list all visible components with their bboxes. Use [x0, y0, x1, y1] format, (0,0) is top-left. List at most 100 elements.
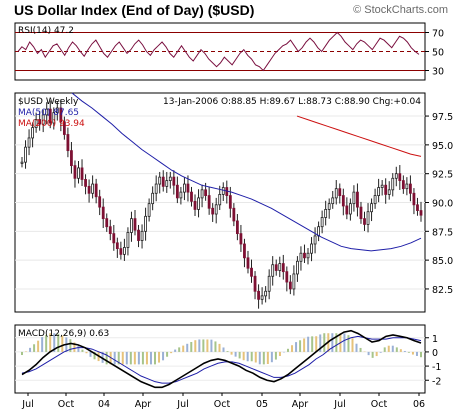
candle-body — [310, 243, 313, 254]
candle-body — [398, 173, 402, 181]
macd-ytick-label: 0 — [432, 348, 438, 359]
candle-body — [366, 211, 370, 225]
candle-body — [338, 188, 342, 196]
candle-body — [348, 203, 352, 215]
candle-body — [235, 220, 239, 235]
candle-body — [278, 263, 282, 271]
x-tick-label: Apr — [292, 399, 309, 410]
candle-body — [59, 107, 63, 123]
candle-body — [218, 194, 222, 206]
candle-body — [119, 248, 123, 255]
candle-body — [331, 197, 335, 205]
candle-body — [105, 218, 109, 228]
macd-line — [21, 329, 422, 389]
candle-body — [190, 191, 193, 202]
candle-body — [243, 243, 246, 259]
candle-body — [98, 196, 102, 208]
candle-body — [303, 252, 306, 259]
candle-body — [20, 161, 24, 164]
candle-body — [288, 281, 292, 290]
candle-body — [112, 233, 116, 244]
candle-body — [232, 207, 236, 222]
price-ytick-label: 90.0 — [432, 199, 453, 210]
macd-panel: 1 0 -1 -2 MACD(12,26,9) 0.63 — [14, 324, 441, 394]
candle-body — [264, 290, 268, 297]
rsi-label: RSI(14) 47.2 — [18, 26, 74, 36]
candle-body — [48, 108, 52, 124]
chart-background — [15, 23, 425, 413]
candle-body — [200, 189, 204, 199]
macd-ytick-label: 1 — [432, 334, 438, 345]
price-ytick-label: 97.5 — [432, 112, 453, 123]
price-panel: 97.595.092.590.087.585.082.5$USD WeeklyM… — [14, 92, 453, 313]
candle-body — [341, 195, 345, 207]
x-tick-label: Jul — [176, 399, 188, 410]
candle-body — [133, 218, 137, 231]
candle-body — [193, 200, 197, 210]
candle-body — [94, 183, 98, 198]
candle-body — [165, 180, 169, 187]
candle-body — [175, 184, 179, 199]
ma200-legend: MA(200) 93.94 — [18, 119, 85, 129]
candle-body — [271, 264, 275, 277]
candle-body — [384, 184, 388, 195]
candle-body — [419, 210, 423, 216]
macd-frame — [14, 324, 426, 394]
candle-body — [24, 146, 27, 163]
candle-body — [147, 203, 151, 217]
candle-body — [31, 127, 34, 139]
x-tick-label: Jul — [21, 399, 33, 410]
candle-body — [260, 295, 264, 300]
candle-body — [204, 189, 208, 196]
candle-body — [126, 232, 130, 248]
ma50-legend: MA(50) 87.65 — [18, 108, 79, 118]
ma200-line — [296, 115, 422, 157]
candle-body — [140, 230, 144, 241]
x-tick-label: Apr — [135, 399, 152, 410]
candle-body — [38, 119, 42, 125]
candle-body — [409, 183, 412, 194]
candle-body — [356, 191, 359, 208]
price-ytick-label: 95.0 — [432, 141, 453, 152]
rsi-ytick-label: 30 — [432, 67, 444, 78]
candle-body — [158, 176, 162, 185]
candle-body — [412, 192, 416, 206]
candle-body — [387, 189, 391, 195]
candle-body — [172, 176, 176, 186]
candle-body — [130, 218, 133, 233]
candle-body — [267, 275, 271, 292]
candle-body — [317, 226, 321, 237]
candle-body — [161, 176, 165, 187]
candle-body — [151, 192, 155, 205]
candle-body — [401, 180, 405, 190]
candle-body — [285, 271, 289, 283]
x-tick-label: Oct — [371, 399, 388, 410]
macd-ytick-label: -1 — [432, 362, 441, 373]
candle-body — [73, 165, 77, 179]
rsi-ytick-label: 70 — [432, 29, 444, 40]
candle-body — [239, 233, 243, 245]
candle-body — [80, 167, 84, 180]
candle-body — [373, 195, 377, 205]
candle-body — [168, 176, 172, 181]
candle-body — [281, 263, 285, 273]
candle-body — [66, 134, 70, 152]
x-tick-label: 06 — [413, 399, 425, 410]
candle-body — [250, 267, 253, 277]
candle-body — [416, 204, 419, 211]
candle-body — [327, 203, 331, 210]
candle-body — [363, 218, 366, 225]
candle-body — [380, 184, 384, 188]
candle-body — [77, 167, 80, 179]
candle-body — [352, 191, 356, 205]
candle-body — [91, 183, 95, 194]
candle-body — [108, 226, 112, 235]
candle-body — [186, 183, 190, 193]
candle-body — [137, 229, 140, 241]
candle-body — [313, 235, 317, 245]
candle-body — [214, 204, 218, 215]
candle-body — [183, 183, 186, 193]
candle-body — [179, 191, 183, 199]
candle-body — [211, 207, 215, 215]
